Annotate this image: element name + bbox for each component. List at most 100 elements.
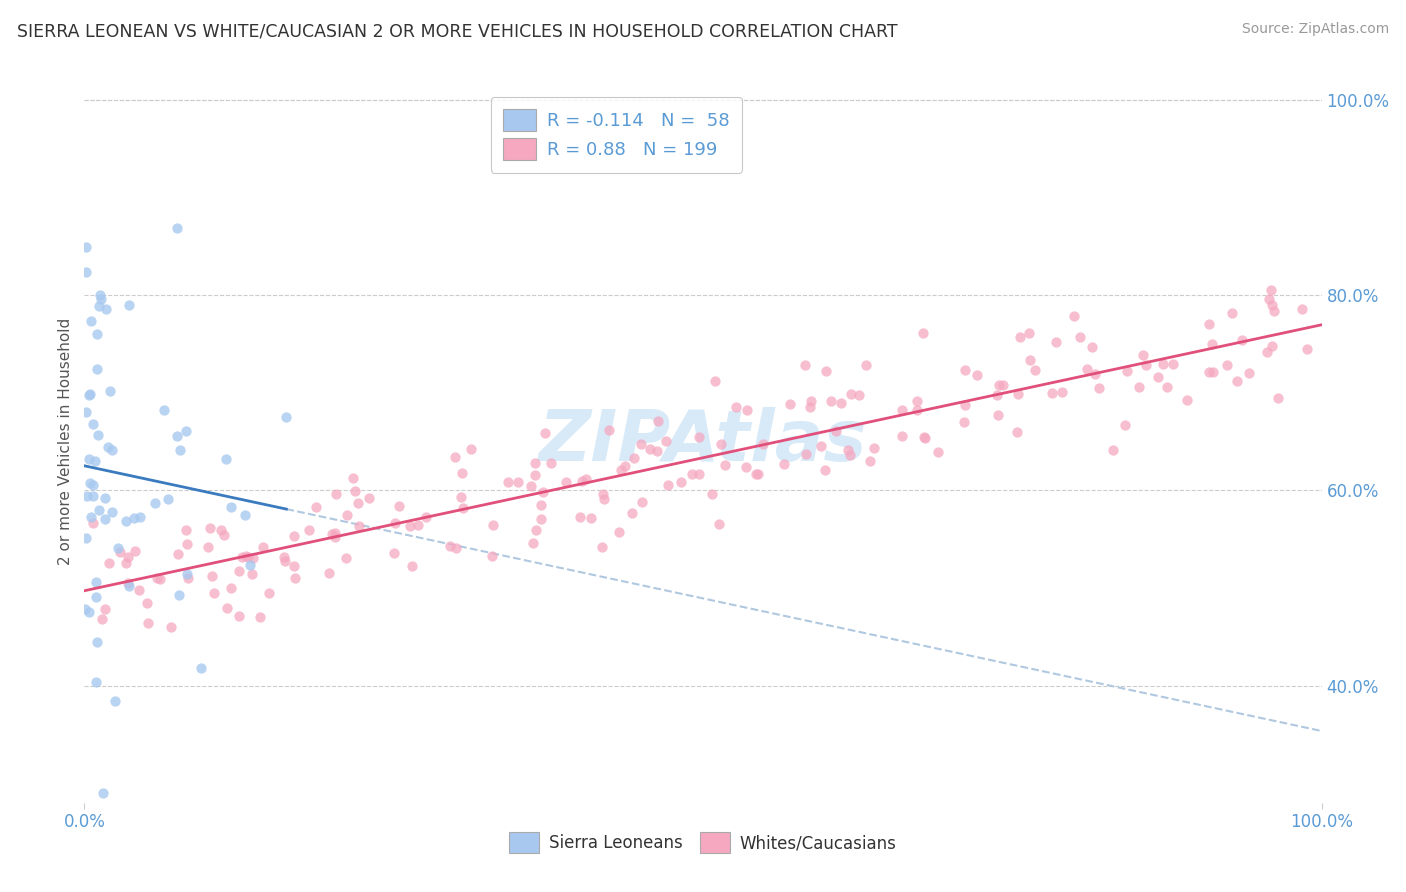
Point (401, 559, 423, 574)
Point (122, 510, 145, 524)
Point (1019, 353, 1042, 368)
Point (531, 485, 554, 500)
Point (707, 517, 730, 532)
Point (571, 474, 593, 488)
Point (347, 496, 370, 510)
Point (228, 609, 250, 624)
Point (688, 430, 710, 444)
Point (1267, 391, 1289, 405)
Point (1260, 298, 1282, 312)
Point (669, 475, 692, 489)
Point (305, 500, 328, 514)
Point (115, 557, 138, 571)
Point (1063, 309, 1085, 323)
Point (810, 439, 832, 453)
Point (773, 457, 796, 471)
Point (97, 440, 120, 454)
Point (77, 605, 100, 619)
Text: SIERRA LEONEAN VS WHITE/CAUCASIAN 2 OR MORE VEHICLES IN HOUSEHOLD CORRELATION CH: SIERRA LEONEAN VS WHITE/CAUCASIAN 2 OR M… (17, 22, 897, 40)
Point (73, 602, 96, 616)
Point (830, 395, 852, 409)
Point (101, 442, 124, 457)
Point (592, 487, 614, 501)
Point (143, 496, 166, 510)
Point (591, 540, 613, 554)
Point (117, 576, 139, 591)
Point (794, 358, 817, 372)
Point (714, 458, 737, 472)
Point (444, 450, 467, 465)
Point (905, 402, 928, 417)
Point (94, 491, 117, 506)
Point (323, 525, 346, 540)
Point (98, 384, 121, 398)
Point (399, 518, 422, 533)
Point (1220, 306, 1243, 320)
Point (1156, 380, 1178, 394)
Point (215, 451, 238, 466)
Point (735, 459, 758, 474)
Y-axis label: 2 or more Vehicles in Household: 2 or more Vehicles in Household (58, 318, 73, 566)
Point (863, 441, 886, 455)
Point (444, 541, 467, 555)
Point (1175, 392, 1198, 407)
Point (630, 437, 652, 451)
Point (136, 596, 159, 610)
Point (745, 467, 768, 481)
Point (117, 549, 139, 564)
Point (174, 424, 197, 438)
Point (1135, 358, 1157, 372)
Point (103, 694, 125, 708)
Point (284, 571, 307, 585)
Point (1239, 366, 1261, 380)
Point (1007, 425, 1029, 439)
Point (534, 425, 557, 440)
Point (283, 558, 305, 573)
Point (1040, 385, 1063, 400)
Point (1010, 330, 1032, 344)
Point (522, 535, 544, 549)
Point (530, 499, 553, 513)
Point (439, 539, 461, 553)
Point (166, 429, 188, 443)
Point (321, 527, 343, 541)
Text: Source: ZipAtlas.com: Source: ZipAtlas.com (1241, 22, 1389, 37)
Point (97, 556, 120, 570)
Point (700, 487, 723, 501)
Point (988, 377, 1011, 392)
Point (124, 544, 146, 558)
Point (991, 377, 1014, 392)
Point (647, 444, 669, 458)
Point (176, 571, 198, 585)
Point (579, 511, 602, 525)
Point (336, 508, 359, 523)
Point (342, 471, 364, 485)
Point (453, 501, 475, 516)
Point (107, 541, 129, 555)
Point (86, 327, 108, 342)
Point (779, 397, 801, 411)
Point (167, 547, 190, 561)
Point (751, 436, 773, 450)
Text: ZIPAtlas: ZIPAtlas (538, 407, 868, 476)
Point (415, 509, 437, 524)
Point (77, 452, 100, 467)
Point (1263, 304, 1285, 318)
Point (198, 521, 221, 535)
Point (1115, 364, 1137, 378)
Point (1101, 443, 1123, 458)
Point (344, 484, 367, 499)
Point (1076, 361, 1098, 376)
Point (76, 489, 98, 503)
Point (79, 510, 101, 524)
Point (450, 490, 472, 504)
Point (347, 519, 370, 533)
Point (647, 414, 669, 428)
Point (209, 523, 232, 537)
Point (955, 363, 977, 377)
Point (80, 313, 103, 327)
Point (335, 551, 357, 566)
Point (1260, 284, 1282, 298)
Point (146, 571, 169, 585)
Point (167, 588, 190, 602)
